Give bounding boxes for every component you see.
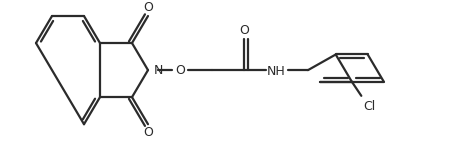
Text: Cl: Cl [363,100,376,113]
Text: NH: NH [266,65,285,78]
Text: O: O [143,1,153,14]
Text: O: O [175,64,185,77]
Text: O: O [143,127,153,139]
Text: O: O [239,24,249,37]
Text: N: N [153,64,163,77]
